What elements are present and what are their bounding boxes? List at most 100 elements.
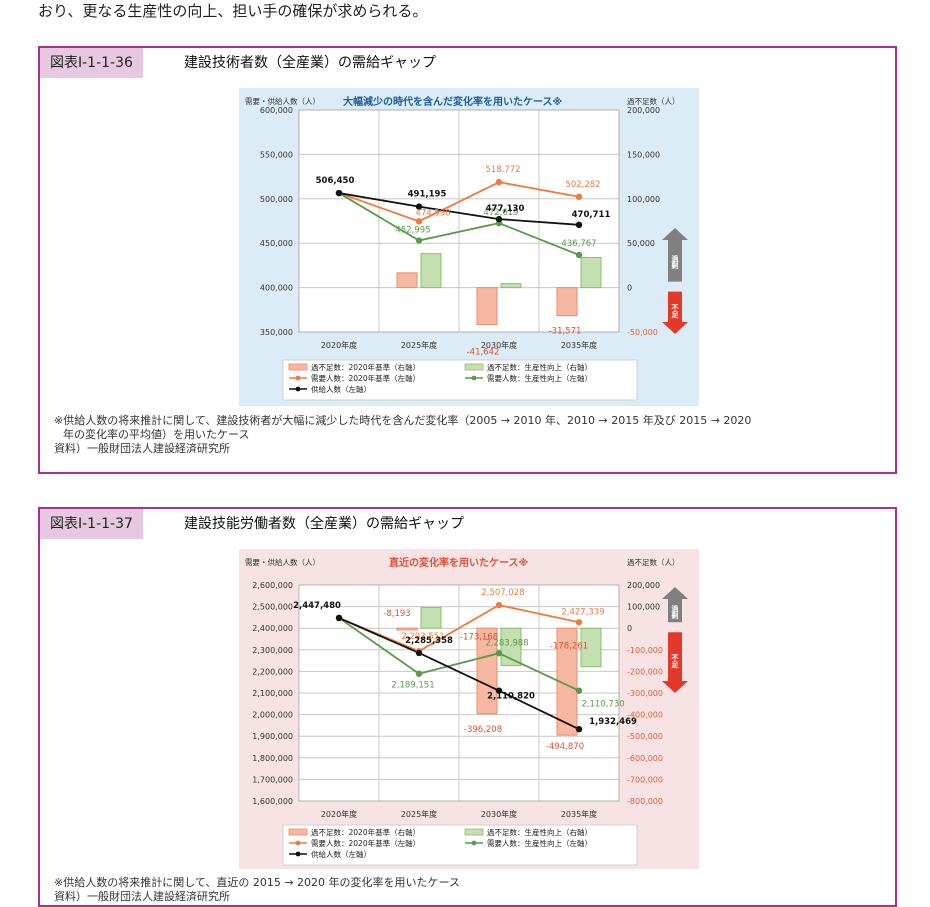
legend-label: 需要人数：生産性向上（左軸） <box>487 838 592 848</box>
legend-marker <box>295 386 301 392</box>
legend-label: 供給人数（左軸） <box>311 849 371 859</box>
right-axis-label: 過不足数（人） <box>627 557 680 567</box>
data-point <box>575 725 583 733</box>
plot-frame <box>298 584 620 802</box>
legend-marker <box>295 851 301 857</box>
note-line: 年の変化率の平均値）を用いたケース <box>63 428 250 441</box>
data-point <box>575 619 583 626</box>
data-label: -31,571 <box>549 327 582 337</box>
note-line: ※供給人数の将来推計に関して、建設技術者が大幅に減少した時代を含んだ変化率（20… <box>54 414 752 427</box>
legend-box <box>282 824 638 866</box>
data-label: -178,261 <box>550 642 588 652</box>
y-tick-label-right: -50,000 <box>627 328 658 337</box>
y-tick-label-right: -400,000 <box>627 711 663 720</box>
bar <box>556 287 578 317</box>
bar <box>476 287 498 326</box>
series-line <box>338 617 580 692</box>
data-label: 491,195 <box>408 190 447 200</box>
y-tick-label-right: 100,000 <box>627 195 660 204</box>
y-tick-label-left: 400,000 <box>260 284 293 293</box>
chart-svg: 1,600,000 1,700,000 1,800,000 1,900,000 2,00… <box>245 556 688 866</box>
bar <box>580 627 602 668</box>
data-point <box>495 687 503 694</box>
y-tick-label-left: 1,900,000 <box>252 732 293 741</box>
arrow-over <box>662 587 688 623</box>
plot-frame <box>298 109 620 333</box>
legend-item: 需要人数：2020年基準（左軸） <box>289 373 420 383</box>
left-axis-label: 需要・供給人数（人） <box>245 557 320 567</box>
data-label: 452,995 <box>395 226 430 236</box>
x-tick-label: 2020年度 <box>321 809 357 819</box>
data-point <box>495 178 503 186</box>
y-tick-label-right: 100,000 <box>627 603 660 612</box>
series-line <box>338 192 580 256</box>
intro-text: おり、更なる生産性の向上、担い手の確保が求められる。 <box>38 2 428 20</box>
y-tick-label-right: 0 <box>627 284 632 293</box>
y-tick-label-right: -200,000 <box>627 667 663 676</box>
legend-item: 過不足数：2020年基準（右軸） <box>288 362 420 372</box>
data-label: 477,130 <box>486 204 525 214</box>
legend-label: 需要人数：2020年基準（左軸） <box>311 838 420 848</box>
legend-item: 供給人数（左軸） <box>289 384 371 394</box>
bar <box>396 627 418 631</box>
chart-panel: 1,600,000 1,700,000 1,800,000 1,900,000 2,00… <box>239 549 699 869</box>
legend-item: 過不足数：2020年基準（右軸） <box>288 827 420 837</box>
arrow-over <box>662 228 688 282</box>
figure-title: 建設技術者数（全産業）の需給ギャップ <box>184 55 436 71</box>
x-tick-label: 2035年度 <box>561 340 597 350</box>
legend-swatch <box>288 363 308 371</box>
y-tick-label-right: 200,000 <box>627 106 660 115</box>
series-line <box>338 617 580 730</box>
x-tick-label: 2020年度 <box>321 340 357 350</box>
data-point <box>415 670 423 677</box>
data-label: 436,767 <box>561 239 596 249</box>
y-tick-label-right: -100,000 <box>627 646 663 655</box>
data-label: 2,293,551 <box>401 632 444 642</box>
arrow-over-label: 過剰 <box>671 604 680 620</box>
legend-label: 供給人数（左軸） <box>311 384 371 394</box>
figure-title: 建設技能労働者数（全産業）の需給ギャップ <box>184 516 464 532</box>
data-point <box>335 614 343 622</box>
left-axis-label: 需要・供給人数（人） <box>245 96 320 106</box>
legend-swatch <box>464 828 484 836</box>
data-label: 2,110,730 <box>581 700 624 710</box>
x-tick-label: 2030年度 <box>481 809 517 819</box>
figure-label: 図表Ⅰ-1-1-37 <box>40 509 143 539</box>
data-point <box>495 650 503 657</box>
data-label: 2,283,988 <box>485 638 528 648</box>
data-point <box>415 649 423 657</box>
arrow-short <box>662 632 688 693</box>
y-tick-label-left: 2,300,000 <box>252 646 293 655</box>
legend-label: 過不足数：生産性向上（右軸） <box>487 827 592 837</box>
bar <box>476 627 498 715</box>
y-tick-label-right: -500,000 <box>627 732 663 741</box>
note-source: 資料）一般財団法人建設経済研究所 <box>54 442 230 455</box>
arrow-short-label: 不足 <box>671 654 680 669</box>
x-tick-label: 2025年度 <box>401 340 437 350</box>
bar <box>420 253 442 289</box>
legend-item: 過不足数：生産性向上（右軸） <box>464 827 592 837</box>
y-tick-label-right: -600,000 <box>627 754 663 763</box>
figure-notes: ※供給人数の将来推計に関して、建設技術者が大幅に減少した時代を含んだ変化率（20… <box>54 414 884 456</box>
y-tick-label-left: 450,000 <box>260 239 293 248</box>
legend-box <box>282 359 638 401</box>
y-tick-label-left: 1,700,000 <box>252 775 293 784</box>
figure-2: 図表Ⅰ-1-1-37 建設技能労働者数（全産業）の需給ギャップ 1,600,00… <box>38 507 897 907</box>
data-point <box>575 221 583 229</box>
y-tick-label-left: 2,500,000 <box>252 603 293 612</box>
legend-label: 需要人数：2020年基準（左軸） <box>311 373 420 383</box>
data-label: 2,189,151 <box>391 681 434 691</box>
legend-label: 過不足数：2020年基準（右軸） <box>311 362 420 372</box>
y-tick-label-right: -800,000 <box>627 797 663 806</box>
legend-label: 過不足数：2020年基準（右軸） <box>311 827 420 837</box>
data-point <box>415 237 423 244</box>
y-tick-label-right: 200,000 <box>627 581 660 590</box>
legend-item: 過不足数：生産性向上（右軸） <box>464 362 592 372</box>
data-point <box>335 189 343 197</box>
data-point <box>575 687 583 694</box>
legend-marker <box>295 840 301 846</box>
data-label: 2,285,358 <box>405 636 453 646</box>
bar <box>420 606 442 629</box>
series-line <box>338 192 580 226</box>
data-label: -396,208 <box>464 725 502 735</box>
